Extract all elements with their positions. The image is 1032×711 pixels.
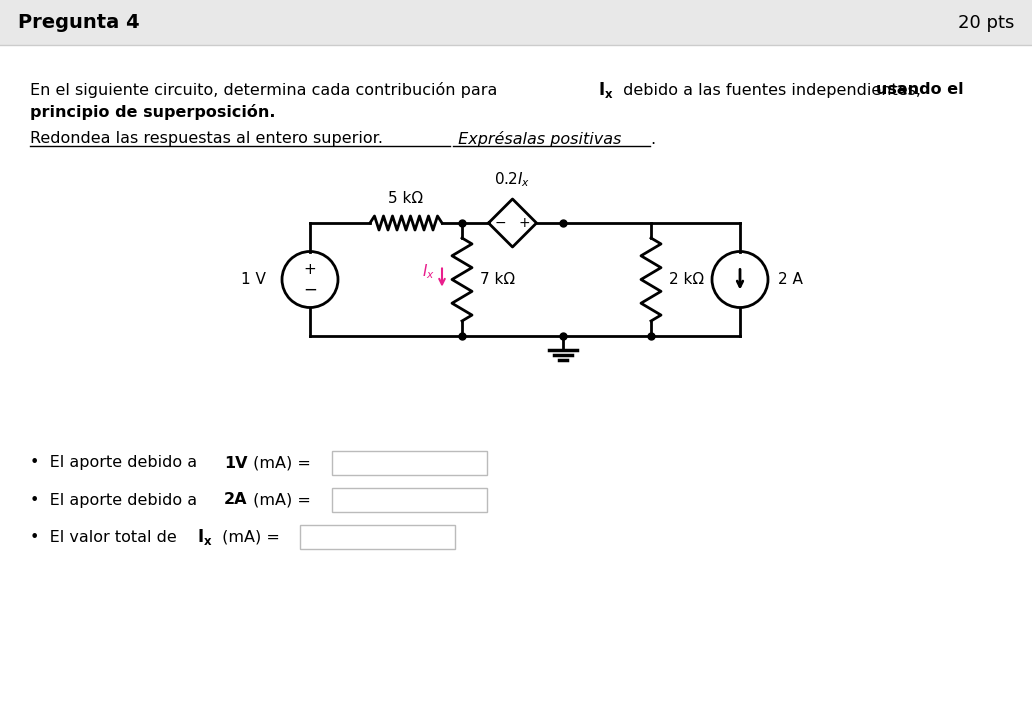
FancyBboxPatch shape <box>332 451 487 475</box>
Text: +: + <box>519 216 530 230</box>
Text: Redondea las respuestas al entero superior.: Redondea las respuestas al entero superi… <box>30 132 383 146</box>
Text: En el siguiente circuito, determina cada contribución para: En el siguiente circuito, determina cada… <box>30 82 503 98</box>
Text: 5 kΩ: 5 kΩ <box>388 191 423 206</box>
Text: 1 V: 1 V <box>241 272 266 287</box>
Text: •  El valor total de: • El valor total de <box>30 530 182 545</box>
Text: debido a las fuentes independientes,: debido a las fuentes independientes, <box>618 82 926 97</box>
Text: $I_x$: $I_x$ <box>421 262 434 281</box>
Text: 2 A: 2 A <box>778 272 803 287</box>
Text: (mA) =: (mA) = <box>217 530 280 545</box>
Text: $\mathbf{I}_\mathbf{x}$: $\mathbf{I}_\mathbf{x}$ <box>197 527 213 547</box>
Text: $0.2I_x$: $0.2I_x$ <box>494 171 530 189</box>
Text: .: . <box>650 132 655 146</box>
Text: (mA) =: (mA) = <box>248 493 311 508</box>
Text: 1V: 1V <box>224 456 248 471</box>
Text: Exprésalas positivas: Exprésalas positivas <box>453 131 621 147</box>
Text: usando el: usando el <box>876 82 964 97</box>
Text: •  El aporte debido a: • El aporte debido a <box>30 493 202 508</box>
Text: +: + <box>303 262 317 277</box>
Text: (mA) =: (mA) = <box>248 456 311 471</box>
Text: •  El aporte debido a: • El aporte debido a <box>30 456 202 471</box>
FancyBboxPatch shape <box>0 0 1032 45</box>
Text: −: − <box>303 281 317 299</box>
Text: $\mathbf{I}_\mathbf{x}$: $\mathbf{I}_\mathbf{x}$ <box>598 80 614 100</box>
FancyBboxPatch shape <box>300 525 455 549</box>
Text: Pregunta 4: Pregunta 4 <box>18 14 139 33</box>
Text: 2A: 2A <box>224 493 248 508</box>
Text: principio de superposición.: principio de superposición. <box>30 104 276 120</box>
Text: 20 pts: 20 pts <box>958 14 1014 32</box>
Text: 2 kΩ: 2 kΩ <box>669 272 704 287</box>
FancyBboxPatch shape <box>332 488 487 512</box>
Text: 7 kΩ: 7 kΩ <box>480 272 515 287</box>
Text: −: − <box>494 216 507 230</box>
